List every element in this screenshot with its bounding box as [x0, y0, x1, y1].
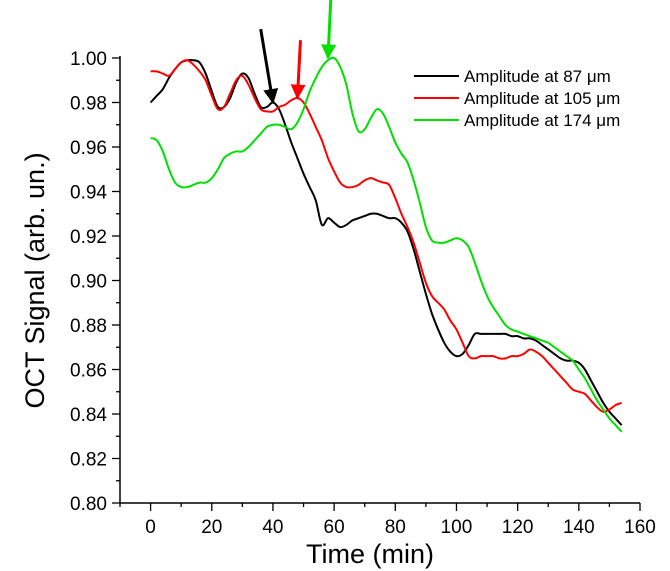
y-tick-label: 0.82: [70, 450, 107, 471]
x-axis-title: Time (min): [306, 539, 434, 569]
y-tick-label: 0.92: [70, 227, 107, 248]
x-tick-label: 20: [201, 517, 222, 538]
series-line-amplitude-at-87-m: [149, 58, 623, 426]
y-tick-label: 0.98: [70, 94, 107, 115]
y-tick-label: 1.00: [70, 49, 107, 70]
legend-label-amplitude-at-174-m: Amplitude at 174 μm: [464, 111, 620, 130]
legend: Amplitude at 87 μm Amplitude at 105 μm Amp…: [414, 67, 620, 130]
series-layer: [149, 56, 623, 433]
arrow-annotation-black: [259, 28, 279, 104]
arrow-annotation-red: [290, 40, 306, 100]
y-tick-label: 0.88: [70, 316, 107, 337]
x-tick-label: 80: [385, 517, 406, 538]
annotation-arrows: [259, 0, 337, 104]
legend-label-amplitude-at-87-m: Amplitude at 87 μm: [464, 67, 611, 86]
arrow-annotation-green: [321, 0, 337, 60]
x-tick-label: 0: [145, 517, 156, 538]
x-axis-ticks: 0 20 40 60 80 100 120 140 160: [119, 503, 656, 538]
y-tick-label: 0.86: [70, 361, 107, 382]
x-tick-label: 100: [441, 517, 473, 538]
y-axis-title: OCT Signal (arb. un.): [20, 152, 50, 408]
y-tick-label: 0.80: [70, 494, 107, 515]
y-tick-label: 0.90: [70, 272, 107, 293]
series-line-amplitude-at-105-m: [150, 59, 622, 413]
y-tick-label: 0.94: [70, 183, 107, 204]
y-axis-ticks: 0.80 0.82 0.84 0.86 0.88 0.90 0.92 0.94 0.96 0.98…: [70, 49, 120, 515]
y-tick-label: 0.84: [70, 405, 107, 426]
x-tick-label: 40: [262, 517, 283, 538]
legend-label-amplitude-at-105-m: Amplitude at 105 μm: [464, 89, 620, 108]
series-line-amplitude-at-174-m: [150, 56, 623, 433]
x-tick-label: 140: [563, 517, 595, 538]
y-tick-label: 0.96: [70, 138, 107, 159]
x-tick-label: 120: [502, 517, 534, 538]
x-tick-label: 160: [624, 517, 656, 538]
x-tick-label: 60: [324, 517, 345, 538]
plot-frame: [119, 56, 640, 504]
